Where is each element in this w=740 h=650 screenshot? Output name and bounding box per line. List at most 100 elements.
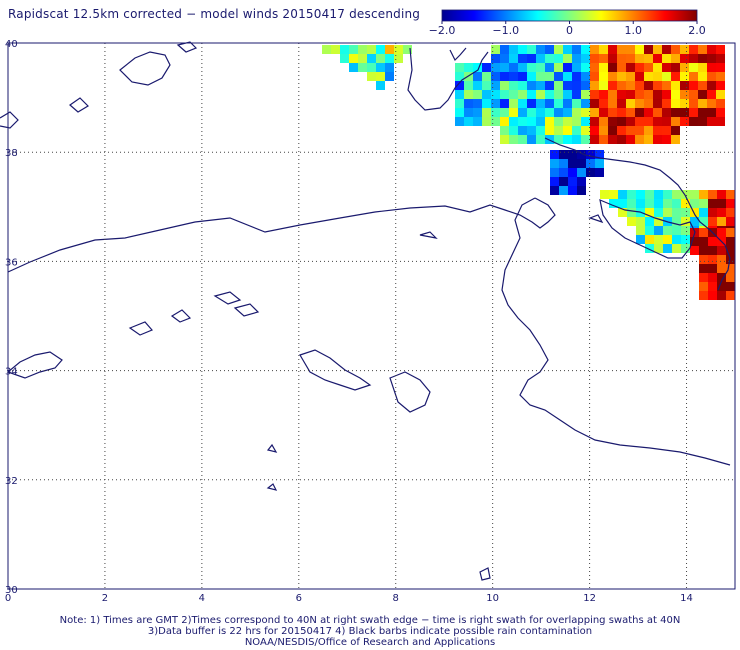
coastline-italy-south [544,137,731,291]
swath-cell [600,190,609,199]
coastline-island-c [128,321,154,336]
swath-cell [376,63,385,72]
swath-cell [545,99,554,108]
swath-cell [572,81,581,90]
swath-cell [671,135,680,144]
swath-cell [698,90,707,99]
swath-cell [680,117,689,126]
swath-cell [536,72,545,81]
swath-cell [716,108,725,117]
swath-cell [644,90,653,99]
swath-cell [394,45,403,54]
swath-cell [572,90,581,99]
swath-cell [581,108,590,117]
swath-cell [608,108,617,117]
colorbar-tick-label: 1.0 [625,24,643,37]
swath-cell [536,135,545,144]
swath-cell [358,45,367,54]
swath-cell [536,99,545,108]
swath-cell [563,63,572,72]
swath-cell [708,255,717,264]
swath-cell [536,117,545,126]
swath-cell [536,126,545,135]
swath-cell [680,81,689,90]
swath-cell [509,126,518,135]
swath-cell [527,63,536,72]
swath-cell [653,54,662,63]
swath-cell [680,99,689,108]
lon-tick-label: 0 [5,593,11,604]
swath-cell [577,177,586,186]
swath-cell [527,108,536,117]
swath-cell [545,117,554,126]
swath-cell [563,45,572,54]
swath-cell [635,99,644,108]
swath-data [322,45,735,300]
map-frame [7,42,736,590]
colorbar [441,9,698,22]
note-line-1: Note: 1) Times are GMT 2)Times correspon… [59,615,681,626]
swath-cell [662,99,671,108]
swath-cell [550,159,559,168]
swath-cell [527,117,536,126]
swath-cell [645,226,654,235]
swath-cell [716,63,725,72]
swath-cell [455,108,464,117]
swath-cell [672,208,681,217]
lat-tick-label: 34 [5,367,18,378]
swath-cell [662,54,671,63]
swath-cell [358,63,367,72]
swath-cell [617,108,626,117]
swath-cell [726,228,735,237]
swath-cell [509,63,518,72]
swath-cell [385,45,394,54]
latitude-labels: 40 38 36 34 32 30 [5,39,18,596]
lon-tick-label: 8 [393,593,399,604]
swath-cell [599,126,608,135]
lat-tick-label: 38 [5,148,18,159]
swath-cell [527,126,536,135]
colorbar-gradient [441,9,698,22]
swath-cell [572,135,581,144]
swath-cell [473,72,482,81]
swath-cell [698,99,707,108]
swath-cell [627,217,636,226]
coastline-ibiza [69,97,89,113]
swath-cell [599,63,608,72]
swath-cell [726,190,735,199]
swath-cell [635,90,644,99]
swath-cell [599,81,608,90]
swath-cell [473,99,482,108]
swath-cell [617,99,626,108]
swath-cell [358,54,367,63]
swath-cell [653,117,662,126]
swath-cell [726,237,735,246]
swath-cell [509,99,518,108]
swath-cell [482,72,491,81]
swath-cell [689,81,698,90]
coastline-island-l [588,214,604,224]
swath-cell [509,90,518,99]
swath-cell [455,72,464,81]
swath-cell [644,81,653,90]
swath-cell [699,273,708,282]
swath-cell [376,54,385,63]
swath-cell [527,99,536,108]
swath-cell [653,126,662,135]
swath-cell [672,226,681,235]
swath-cell [464,99,473,108]
swath-cell [563,54,572,63]
swath-cell [376,72,385,81]
note-line-3: NOAA/NESDIS/Office of Research and Appli… [244,637,496,648]
swath-cell [680,108,689,117]
swath-cell [509,117,518,126]
swath-cell [635,72,644,81]
swath-cell [671,81,680,90]
swath-cell [527,135,536,144]
swath-cell [482,90,491,99]
swath-cell [653,108,662,117]
swath-cell [707,108,716,117]
swath-cell [545,72,554,81]
swath-cell [626,81,635,90]
